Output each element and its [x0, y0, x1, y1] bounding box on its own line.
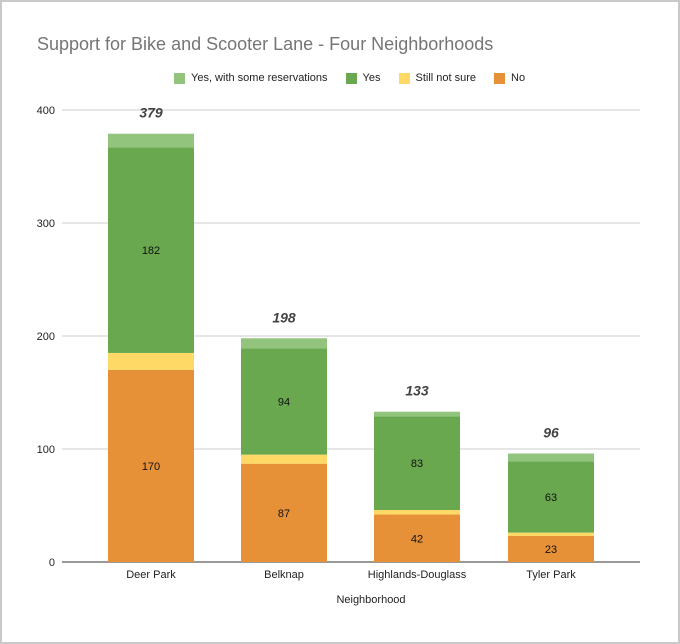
bar-segment-still-not-sure	[241, 454, 327, 464]
bar-segment-yes	[508, 461, 594, 533]
total-label: 96	[543, 425, 559, 441]
bar-segment-no	[241, 463, 327, 562]
legend-label: Still not sure	[415, 72, 477, 84]
data-label: 83	[411, 458, 423, 470]
bar-segment-still-not-sure	[374, 510, 460, 515]
legend-item: Yes	[345, 72, 381, 84]
legend-swatch	[345, 72, 357, 84]
y-tick-label: 400	[37, 105, 55, 117]
x-tick-label: Deer Park	[126, 569, 176, 581]
legend-item: No	[494, 72, 525, 84]
bar-segment-yes-with-some-reservations	[108, 133, 194, 148]
legend-swatch	[398, 72, 410, 84]
data-label: 94	[278, 397, 290, 409]
bar-segment-yes	[241, 348, 327, 455]
bar-segment-yes	[108, 147, 194, 353]
y-tick-label: 0	[49, 557, 55, 569]
bar-segment-yes-with-some-reservations	[241, 338, 327, 349]
legend-swatch	[494, 72, 506, 84]
data-label: 23	[545, 544, 557, 556]
legend-item: Still not sure	[398, 72, 477, 84]
data-label: 63	[545, 492, 557, 504]
legend-label: No	[511, 72, 526, 84]
legend-item: Yes, with some reservations	[174, 72, 328, 84]
bar-segment-yes-with-some-reservations	[374, 411, 460, 417]
x-axis-title: Neighborhood	[336, 594, 405, 606]
legend-label: Yes	[362, 72, 381, 84]
bar-segment-still-not-sure	[108, 352, 194, 370]
data-label: 87	[278, 508, 290, 520]
x-tick-label: Highlands-Douglass	[368, 569, 467, 581]
x-tick-label: Belknap	[264, 569, 304, 581]
bar-segment-no	[508, 536, 594, 562]
bar-segment-no	[374, 514, 460, 562]
bar-segment-still-not-sure	[508, 532, 594, 537]
data-label: 182	[142, 245, 160, 257]
bar-segment-yes-with-some-reservations	[508, 453, 594, 462]
legend-label: Yes, with some reservations	[191, 72, 328, 84]
bar-segment-no	[108, 369, 194, 562]
total-label: 133	[405, 383, 429, 399]
x-tick-label: Tyler Park	[526, 569, 576, 581]
y-tick-label: 300	[37, 218, 55, 230]
data-label: 170	[142, 461, 160, 473]
bar-segment-yes	[374, 416, 460, 511]
chart-title: Support for Bike and Scooter Lane - Four…	[37, 34, 494, 54]
y-tick-label: 200	[37, 331, 55, 343]
total-label: 198	[272, 309, 296, 325]
legend-swatch	[174, 72, 185, 84]
data-label: 42	[411, 533, 423, 545]
legend: Yes, with some reservations Yes Still not …	[174, 71, 543, 85]
y-tick-label: 100	[37, 444, 55, 456]
total-label: 379	[139, 105, 163, 121]
